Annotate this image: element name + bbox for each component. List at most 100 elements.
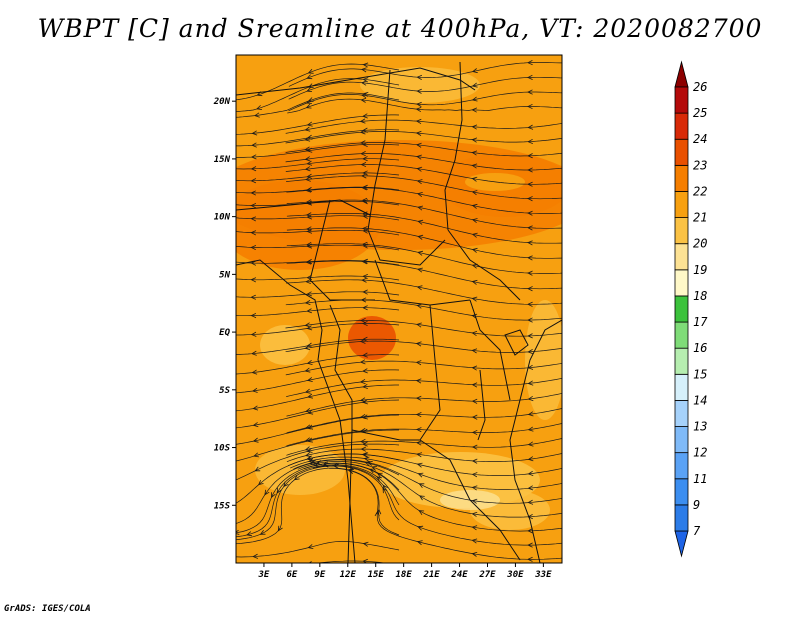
streamline xyxy=(236,467,400,545)
streamline-arrow xyxy=(359,140,366,146)
colorbar-box xyxy=(674,321,689,349)
streamline-arrow xyxy=(304,345,311,351)
streamline-arrow xyxy=(362,541,369,547)
streamline-arrow xyxy=(415,130,422,136)
streamline-arrow xyxy=(359,118,366,124)
streamline-arrow xyxy=(250,216,257,222)
streamline xyxy=(236,63,400,101)
colorbar-level-label: 11 xyxy=(693,472,707,486)
streamline-arrow xyxy=(362,336,368,342)
streamline-arrow xyxy=(471,96,478,102)
streamline xyxy=(285,320,562,337)
streamline-arrow xyxy=(359,129,366,135)
border-uganda-kenya xyxy=(469,299,511,401)
streamline-arrow xyxy=(362,62,369,68)
streamline-arrow xyxy=(415,440,422,446)
lat-tick-label: 5S xyxy=(219,386,230,396)
streamline-arrow xyxy=(306,342,313,348)
lon-tick-label: 12E xyxy=(340,570,357,580)
streamline-arrow xyxy=(415,412,422,418)
streamline xyxy=(314,560,388,563)
streamline-arrow xyxy=(417,472,424,478)
streamline-arrow xyxy=(471,365,478,371)
streamline-arrow xyxy=(305,242,312,248)
border-chad-central xyxy=(367,69,446,266)
streamline-arrow xyxy=(527,470,534,476)
streamline-arrow xyxy=(417,525,424,531)
streamline xyxy=(287,98,562,114)
colorbar-box xyxy=(674,191,689,218)
streamline-arrow xyxy=(250,203,257,209)
streamline-arrow xyxy=(251,130,258,136)
streamline xyxy=(285,360,562,376)
streamline xyxy=(285,142,562,157)
streamline-arrow xyxy=(417,234,424,240)
border-south-sudan xyxy=(447,229,521,301)
streamline-arrow xyxy=(304,322,311,328)
streamline-arrow xyxy=(527,411,534,417)
streamline xyxy=(286,243,562,274)
streamline-arrow xyxy=(293,475,300,481)
streamline-arrow xyxy=(382,487,388,494)
streamline-arrow xyxy=(360,80,367,86)
streamline-arrow xyxy=(527,270,533,276)
streamline-arrow xyxy=(416,74,423,80)
streamline-arrow xyxy=(359,359,366,365)
streamline-arrow xyxy=(307,409,314,415)
colorbar-box xyxy=(674,217,689,245)
streamline-arrow xyxy=(527,196,533,202)
lon-tick-label: 24E xyxy=(450,570,468,580)
streamline-arrow xyxy=(306,308,313,314)
streamline-arrow xyxy=(416,462,423,468)
streamline xyxy=(285,164,562,185)
streamline-arrow xyxy=(362,320,368,327)
streamline-arrow xyxy=(276,487,282,494)
streamline xyxy=(286,213,562,244)
streamline xyxy=(236,414,400,445)
streamline-arrow xyxy=(359,378,366,385)
streamline-arrow xyxy=(362,441,368,447)
lat-tick-label: 10S xyxy=(214,444,231,454)
lon-tick-label: 33E xyxy=(534,570,552,580)
streamline-arrow xyxy=(246,531,253,537)
colorbar-level-label: 26 xyxy=(693,80,707,94)
streamline-arrow xyxy=(251,350,257,356)
streamline xyxy=(236,172,400,182)
streamline-arrow xyxy=(416,192,423,198)
streamline-arrow xyxy=(362,213,369,219)
streamline-arrow xyxy=(416,101,422,107)
streamline-arrow xyxy=(527,89,533,95)
streamline-arrow xyxy=(527,456,534,462)
streamlines xyxy=(236,60,562,563)
streamline-arrow xyxy=(415,395,422,401)
streamline xyxy=(288,62,562,87)
streamline-arrow xyxy=(251,142,257,148)
streamline-arrow xyxy=(306,291,313,297)
streamline-arrow xyxy=(371,466,378,471)
streamline-arrow xyxy=(527,542,533,548)
streamline-arrow xyxy=(277,525,283,532)
streamline-arrow xyxy=(471,247,478,253)
streamline-arrow xyxy=(366,460,373,466)
streamline-arrow xyxy=(250,313,257,319)
streamline-arrow xyxy=(362,77,369,83)
streamline-arrow xyxy=(418,483,425,488)
streamline-arrow xyxy=(252,553,259,559)
colorbar-min-triangle xyxy=(674,530,689,558)
streamline-arrow xyxy=(362,368,368,374)
streamline-arrow xyxy=(307,83,314,88)
streamline-arrow xyxy=(416,154,422,160)
streamline-arrow xyxy=(360,162,367,168)
colorbar-box xyxy=(674,504,689,532)
streamline-arrow xyxy=(304,136,311,142)
streamline xyxy=(293,459,562,504)
colorbar-level-label: 17 xyxy=(693,315,708,329)
streamline xyxy=(236,186,400,194)
streamline xyxy=(236,399,400,429)
streamline-arrow xyxy=(416,540,423,546)
colorbar-box xyxy=(674,478,689,506)
streamline-arrow xyxy=(415,341,422,347)
colorbar-level-label: 12 xyxy=(693,446,707,460)
streamline-arrow xyxy=(322,461,329,467)
streamline-arrow xyxy=(416,267,423,273)
